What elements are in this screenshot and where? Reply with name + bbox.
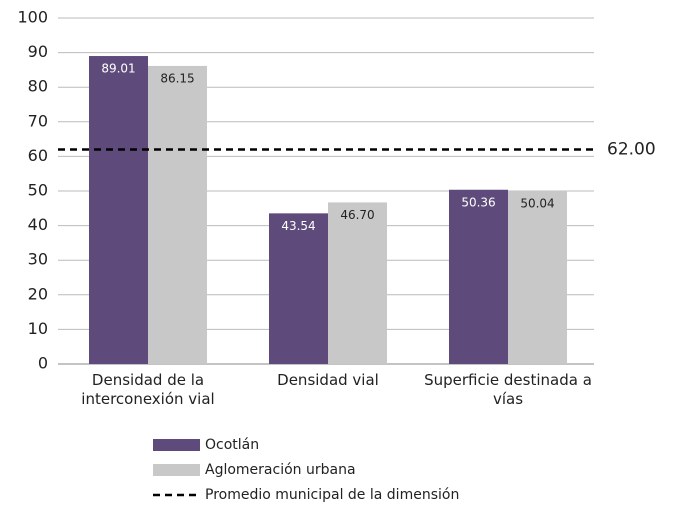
legend-swatch <box>153 464 200 476</box>
legend-label: Ocotlán <box>205 437 259 453</box>
legend-label: Promedio municipal de la dimensión <box>205 487 459 503</box>
data-label: 50.04 <box>520 196 554 210</box>
legend-label: Aglomeración urbana <box>205 462 356 478</box>
reference-label: 62.00 <box>607 139 656 159</box>
data-label: 50.36 <box>461 195 495 209</box>
y-tick-label: 0 <box>38 354 48 373</box>
y-tick-label: 100 <box>17 8 48 27</box>
x-tick-label: Superficie destinada a vías <box>424 371 592 408</box>
y-tick-label: 20 <box>28 284 48 303</box>
bar <box>269 213 328 364</box>
data-label: 89.01 <box>101 62 135 76</box>
y-tick-label: 70 <box>28 111 48 130</box>
y-tick-label: 80 <box>28 77 48 96</box>
bar <box>508 190 567 364</box>
y-tick-label: 40 <box>28 215 48 234</box>
data-label: 46.70 <box>340 208 374 222</box>
bar <box>148 65 207 365</box>
x-tick-label: Densidad vial <box>277 371 379 389</box>
data-label: 43.54 <box>281 219 315 233</box>
legend-swatch <box>153 439 200 451</box>
y-tick-label: 50 <box>28 181 48 200</box>
y-tick-label: 60 <box>28 146 48 165</box>
bar <box>89 56 148 365</box>
x-tick-label: Densidad de la interconexión vial <box>81 371 215 408</box>
bar <box>449 189 508 364</box>
bar <box>328 202 387 364</box>
y-tick-label: 90 <box>28 42 48 61</box>
y-tick-label: 30 <box>28 250 48 269</box>
y-tick-label: 10 <box>28 319 48 338</box>
data-label: 86.15 <box>160 71 194 85</box>
